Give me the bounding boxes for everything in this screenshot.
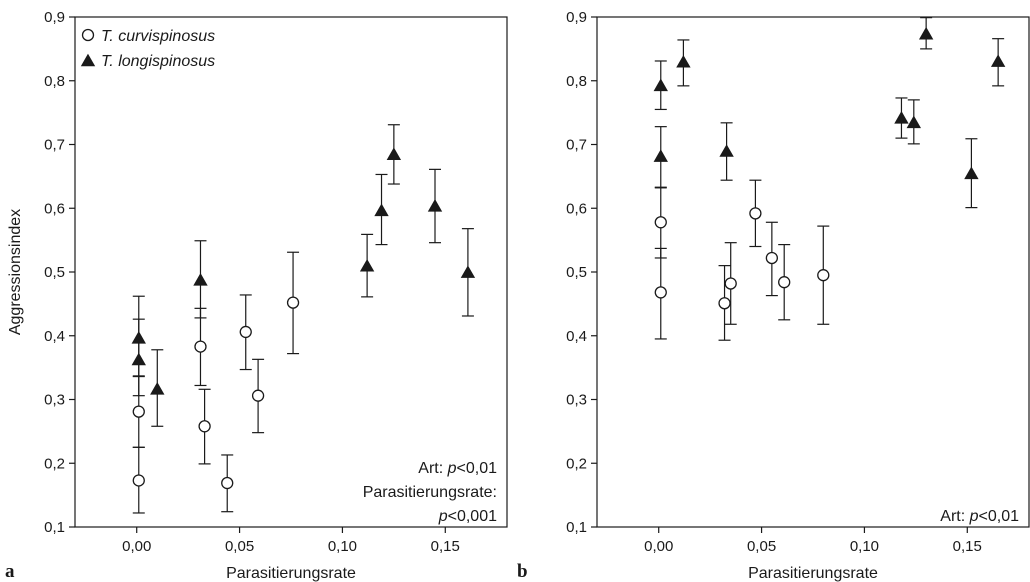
stat-annotation-line: Art: p<0,01: [940, 508, 1019, 525]
data-point-circle: [251, 389, 265, 402]
legend-marker-triangle: [80, 53, 96, 67]
stat-annotation-line: Parasitierungsrate:: [363, 484, 497, 501]
annotation-prefix: Parasitierungsrate:: [363, 484, 497, 501]
y-tick-label: 0,1: [566, 519, 587, 536]
y-tick-label: 0,7: [566, 137, 587, 154]
annotation-p-symbol: p: [438, 508, 448, 525]
plot-frame: [596, 16, 1030, 528]
y-tick-label: 0,8: [44, 73, 65, 90]
data-point-circle: [221, 476, 234, 490]
x-tick-label: 0,00: [122, 538, 151, 555]
series-t-longispinosus: [653, 17, 1006, 209]
panel-b: 0,1 0,2 0,3 0,4 0,5 0,6 0,7 0,8 0,9 0,00 0,05 0,10 0…: [517, 9, 1030, 582]
data-point-circle: [654, 216, 667, 229]
data-point-triangle: [653, 149, 668, 162]
x-tick-label: 0,15: [953, 538, 982, 555]
x-tick-label: 0,05: [747, 538, 776, 555]
data-point-circle: [817, 269, 830, 282]
data-point-triangle: [131, 352, 146, 366]
stat-annotation-line: Art: p<0,01: [418, 460, 497, 477]
annotation-prefix: Art:: [418, 460, 447, 477]
y-tick-label: 0,6: [44, 200, 65, 217]
data-point-triangle: [460, 265, 476, 278]
data-point-circle: [724, 277, 737, 290]
data-point-triangle: [676, 54, 691, 68]
x-tick-label: 0,10: [328, 538, 357, 555]
y-tick-label: 0,2: [566, 455, 587, 472]
x-tick-label: 0,00: [644, 538, 673, 555]
x-tick-label: 0,05: [225, 538, 254, 555]
y-tick-label: 0,1: [44, 519, 65, 536]
data-point-triangle: [374, 203, 389, 217]
y-tick-label: 0,2: [44, 455, 65, 472]
y-tick-label: 0,3: [566, 392, 587, 409]
panel-letter: b: [517, 561, 528, 582]
x-tick-label: 0,15: [431, 538, 460, 555]
data-point-circle: [765, 251, 779, 265]
y-tick-label: 0,5: [44, 264, 65, 281]
y-tick-label: 0,4: [44, 328, 65, 345]
panel-a: 0,1 0,2 0,3 0,4 0,5 0,6 0,7 0,8 0,9 0,00 0,05 0,10 0…: [5, 9, 508, 582]
legend-marker-circle: [81, 28, 95, 42]
y-tick-label: 0,8: [566, 73, 587, 90]
y-tick-label: 0,3: [44, 392, 65, 409]
series-t-curvispinosus: [654, 179, 830, 341]
x-axis-label: Parasitierungsrate: [748, 565, 878, 582]
annotation-p-symbol: p: [447, 460, 457, 477]
y-tick-label: 0,9: [566, 9, 587, 26]
series-t-longispinosus: [131, 124, 476, 427]
y-tick-label: 0,7: [44, 137, 65, 154]
data-point-triangle: [427, 199, 443, 212]
data-point-circle: [194, 340, 207, 353]
legend: T. curvispinosus T. longispinosus: [80, 28, 215, 70]
x-axis-label: Parasitierungsrate: [226, 565, 356, 582]
data-point-triangle: [918, 26, 934, 40]
data-point-triangle: [906, 115, 921, 129]
annotation-value: <0,01: [457, 460, 498, 477]
y-axis-label: Aggressionsindex: [7, 209, 24, 335]
data-point-triangle: [894, 111, 909, 124]
data-point-triangle: [990, 54, 1006, 67]
legend-label: T. longispinosus: [101, 53, 215, 70]
data-point-triangle: [386, 147, 402, 160]
series-t-curvispinosus: [132, 251, 300, 514]
data-point-triangle: [150, 381, 165, 395]
data-point-circle: [286, 296, 300, 309]
data-point-circle: [778, 276, 791, 289]
stat-annotation: Art: p<0,01: [940, 508, 1019, 525]
x-tick-label: 0,10: [850, 538, 879, 555]
y-tick-label: 0,6: [566, 200, 587, 217]
data-point-circle: [718, 297, 731, 310]
data-point-triangle: [653, 78, 668, 92]
y-tick-label: 0,9: [44, 9, 65, 26]
annotation-p-symbol: p: [969, 508, 979, 525]
y-tick-label: 0,4: [566, 328, 587, 345]
data-point-circle: [654, 286, 667, 299]
data-point-triangle: [359, 258, 375, 272]
data-point-triangle: [964, 166, 979, 180]
data-point-circle: [132, 405, 145, 418]
plot-frame: [74, 16, 508, 528]
annotation-value: <0,01: [979, 508, 1020, 525]
data-point-circle: [198, 420, 211, 433]
panel-letter: a: [5, 561, 15, 582]
annotation-prefix: Art:: [940, 508, 969, 525]
annotation-value: <0,001: [448, 508, 497, 525]
y-tick-label: 0,5: [566, 264, 587, 281]
legend-label: T. curvispinosus: [101, 28, 215, 45]
data-point-circle: [749, 207, 762, 220]
data-point-triangle: [193, 272, 208, 286]
data-point-circle: [239, 325, 252, 339]
stat-annotation-line: p<0,001: [438, 508, 497, 525]
data-point-circle: [132, 474, 145, 487]
data-point-triangle: [719, 144, 734, 157]
